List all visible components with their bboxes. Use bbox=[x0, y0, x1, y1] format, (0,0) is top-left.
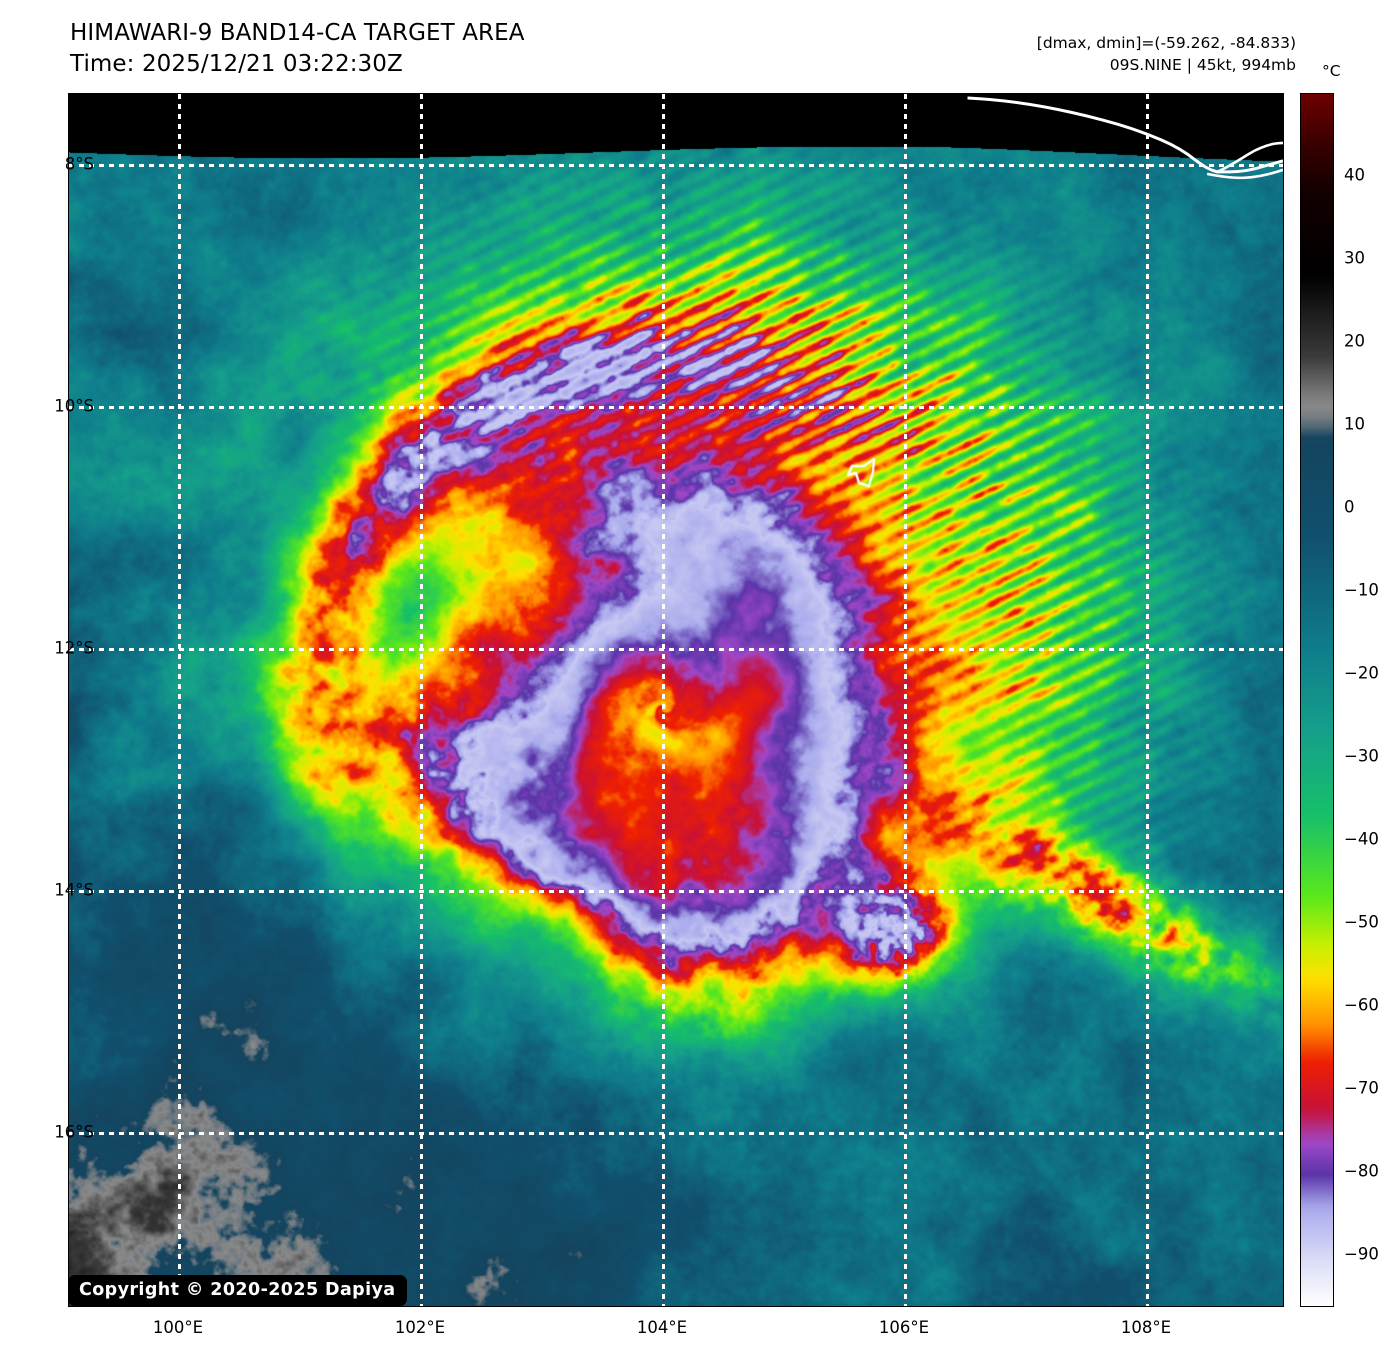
colorbar-tick-label: −50 bbox=[1344, 912, 1379, 932]
y-axis-tick-label: 12°S bbox=[54, 638, 94, 658]
colorbar[interactable]: 40 30 20 10 0 −10 −20 −30 −40 −50 −60 −70 −80 −90 bbox=[1300, 93, 1379, 1307]
y-axis-tick-label: 16°S bbox=[54, 1122, 94, 1142]
coastline-path-peninsula bbox=[1206, 141, 1283, 180]
page-title: HIMAWARI-9 BAND14-CA TARGET AREA bbox=[70, 20, 525, 46]
copyright-watermark: Copyright © 2020-2025 Dapiya bbox=[68, 1275, 407, 1306]
header-title-block: HIMAWARI-9 BAND14-CA TARGET AREA Time: 2… bbox=[70, 18, 525, 80]
colorbar-tick-label: 40 bbox=[1344, 165, 1365, 185]
colorbar-tick-label: 20 bbox=[1344, 331, 1365, 351]
colorbar-tick-label: −80 bbox=[1344, 1161, 1379, 1181]
colorbar-tick-label: −20 bbox=[1344, 663, 1379, 683]
infrared-brightness-temperature-field bbox=[69, 94, 1283, 1306]
colorbar-tick-label: 30 bbox=[1344, 248, 1365, 268]
colorbar-tick-label: 0 bbox=[1344, 497, 1355, 517]
colorbar-tick-label: −10 bbox=[1344, 580, 1379, 600]
header-meta-block: [dmax, dmin]=(-59.262, -84.833) 09S.NINE… bbox=[1037, 32, 1296, 76]
colorbar-tick-label: −90 bbox=[1344, 1244, 1379, 1264]
colorbar-tick-label: −60 bbox=[1344, 995, 1379, 1015]
gridline-meridian bbox=[1146, 94, 1149, 1306]
colorbar-tick-label: 10 bbox=[1344, 414, 1365, 434]
storm-identifier: 09S.NINE | 45kt, 994mb bbox=[1109, 56, 1296, 74]
ir-raster bbox=[69, 94, 1283, 1306]
x-axis-tick-label: 104°E bbox=[636, 1318, 688, 1337]
satellite-image-plot[interactable] bbox=[68, 93, 1284, 1307]
gridline-meridian bbox=[904, 94, 907, 1306]
colorbar-tick-label: −70 bbox=[1344, 1078, 1379, 1098]
x-axis-tick-label: 108°E bbox=[1120, 1318, 1172, 1337]
y-axis-tick-label: 14°S bbox=[54, 880, 94, 900]
colorbar-tick-label: −30 bbox=[1344, 746, 1379, 766]
gridline-parallel bbox=[69, 406, 1283, 409]
gridline-parallel bbox=[69, 890, 1283, 893]
gridline-parallel bbox=[69, 1132, 1283, 1135]
x-axis-tick-label: 100°E bbox=[152, 1318, 204, 1337]
coastline-overlay bbox=[967, 96, 1283, 180]
y-axis-tick-label: 10°S bbox=[54, 396, 94, 416]
gridline-parallel bbox=[69, 648, 1283, 651]
colorbar-tick-label: −40 bbox=[1344, 829, 1379, 849]
gridline-parallel bbox=[69, 164, 1283, 167]
x-axis-tick-label: 106°E bbox=[878, 1318, 930, 1337]
y-axis-tick-label: 8°S bbox=[64, 154, 94, 174]
x-axis-tick-label: 102°E bbox=[394, 1318, 446, 1337]
colorbar-gradient bbox=[1300, 93, 1334, 1307]
dmax-dmin-readout: [dmax, dmin]=(-59.262, -84.833) bbox=[1036, 34, 1296, 52]
gridline-meridian bbox=[662, 94, 665, 1306]
gridline-meridian bbox=[420, 94, 423, 1306]
gridline-meridian bbox=[178, 94, 181, 1306]
colorbar-unit-label: °C bbox=[1322, 62, 1341, 80]
timestamp: Time: 2025/12/21 03:22:30Z bbox=[70, 51, 403, 77]
